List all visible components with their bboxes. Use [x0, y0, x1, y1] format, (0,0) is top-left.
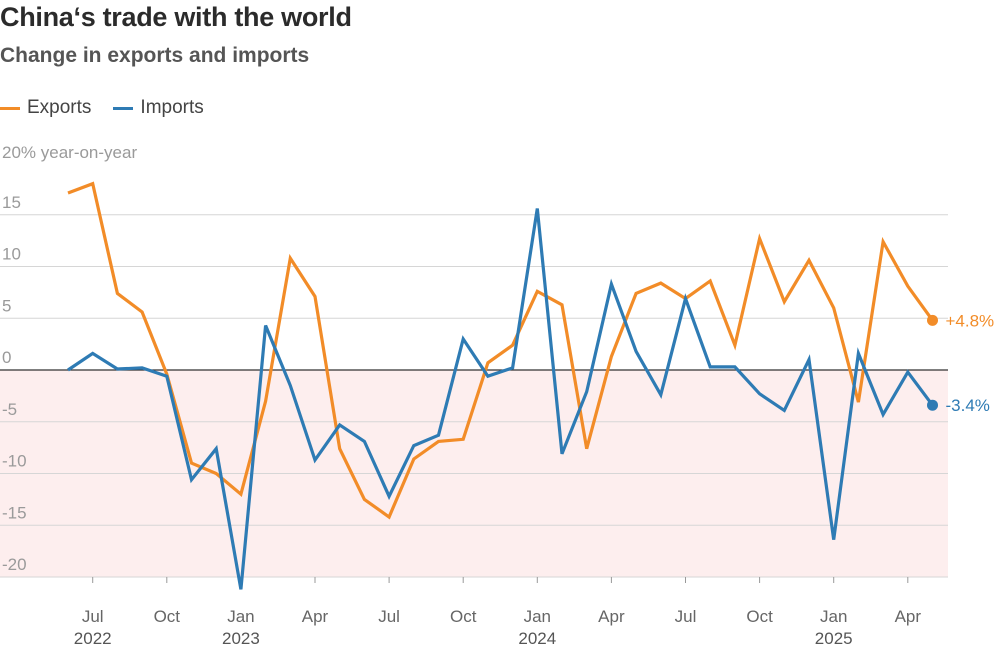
y-tick-label: -5: [2, 400, 17, 419]
legend-swatch-exports: [0, 106, 20, 110]
y-tick-label: -20: [2, 555, 27, 574]
imports-end-label: -3.4%: [946, 396, 990, 415]
y-tick-label: 15: [2, 193, 21, 212]
x-year-label: 2022: [74, 629, 112, 648]
y-tick-label: 5: [2, 296, 11, 315]
x-tick-label: Oct: [746, 607, 773, 626]
legend: Exports Imports: [0, 96, 226, 120]
x-year-label: 2025: [815, 629, 853, 648]
x-tick-label: Apr: [895, 607, 922, 626]
x-year-label: 2023: [222, 629, 260, 648]
x-tick-label: Jan: [820, 607, 847, 626]
legend-label-exports: Exports: [27, 97, 92, 118]
y-tick-label: -15: [2, 503, 27, 522]
x-year-label: 2024: [518, 629, 556, 648]
exports-line: [67, 181, 934, 520]
x-tick-label: Jul: [378, 607, 400, 626]
x-tick-label: Jan: [524, 607, 551, 626]
y-tick-label: 0: [2, 348, 11, 367]
exports-end-label: +4.8%: [946, 311, 995, 330]
x-tick-label: Oct: [450, 607, 477, 626]
legend-swatch-imports: [113, 106, 134, 110]
chart-subtitle: Change in exports and imports: [0, 44, 310, 67]
legend-item-imports: Imports: [113, 97, 204, 119]
chart-title: China‘s trade with the world: [0, 2, 352, 32]
x-tick-label: Oct: [154, 607, 181, 626]
x-tick-label: Jul: [82, 607, 104, 626]
imports-line: [67, 208, 934, 590]
y-tick-label: -10: [2, 452, 27, 471]
legend-item-exports: Exports: [0, 97, 91, 119]
y-tick-label: 10: [2, 245, 21, 264]
x-tick-label: Apr: [598, 607, 625, 626]
y-axis-label: 20% year-on-year: [2, 143, 137, 162]
x-tick-label: Jan: [227, 607, 254, 626]
x-tick-label: Jul: [675, 607, 697, 626]
legend-label-imports: Imports: [140, 97, 204, 118]
exports-end-marker: [927, 314, 938, 326]
imports-end-marker: [927, 399, 938, 411]
x-tick-label: Apr: [302, 607, 329, 626]
